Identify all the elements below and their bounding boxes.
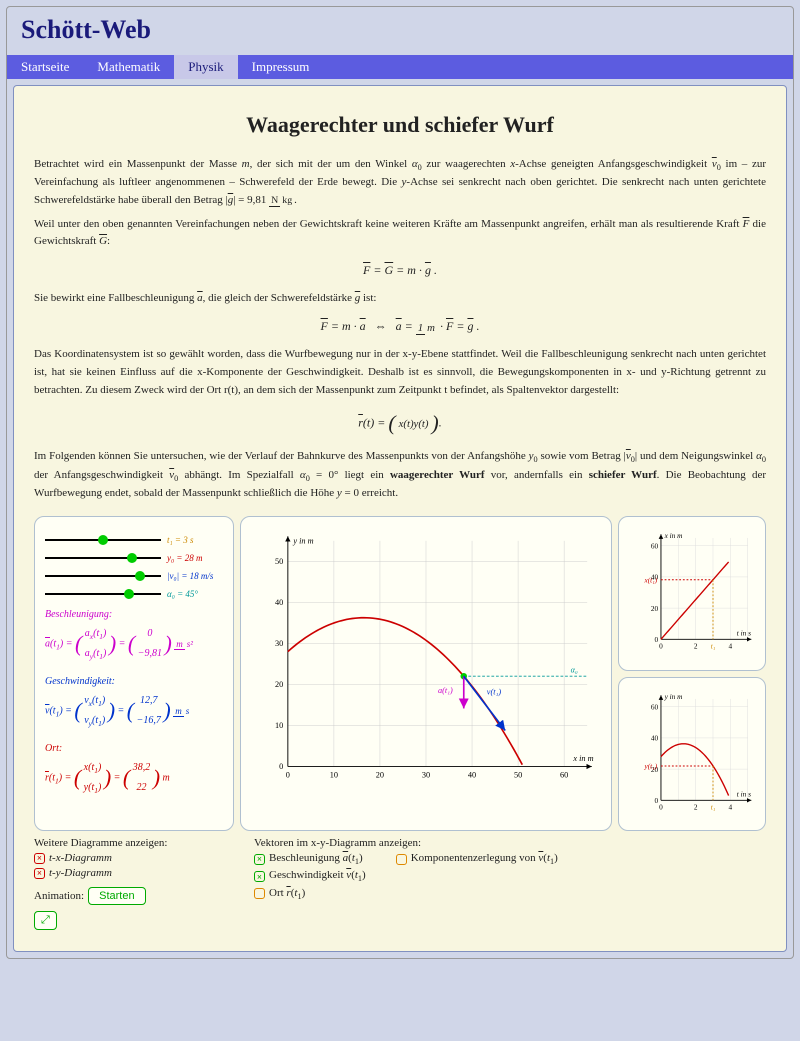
vel-label: Geschwindigkeit: — [45, 676, 223, 687]
slider-v0[interactable]: |v₀| = 18 m/s — [45, 571, 223, 581]
svg-text:20: 20 — [651, 604, 659, 613]
accel-eq: a(t1) = ( ax(t1)ay(t1) ) = ( 0−9,81 ) ms… — [45, 622, 223, 666]
para-1: Betrachtet wird ein Massenpunkt der Mass… — [34, 156, 766, 210]
accel-label: Beschleunigung: — [45, 609, 223, 620]
app-window: Schött-Web Startseite Mathematik Physik … — [6, 6, 794, 959]
control-panel: t₁ = 3 s y₀ = 28 m |v₀| = 18 m/s α₀ = 45… — [34, 516, 234, 831]
xt-chart: 0240204060t in sx in mx(t₁)t₁ — [629, 527, 755, 659]
eq-2: F = m · a ⇔ a = 1m · F = g . — [34, 319, 766, 334]
svg-text:0: 0 — [655, 636, 659, 645]
cb-accel[interactable] — [254, 854, 265, 865]
pos-label: Ort: — [45, 743, 223, 754]
svg-text:20: 20 — [376, 771, 384, 780]
svg-text:y(t₁): y(t₁) — [644, 762, 658, 771]
fullscreen-button[interactable]: ⤢ — [34, 911, 57, 930]
svg-text:30: 30 — [275, 640, 283, 649]
svg-text:0: 0 — [659, 802, 663, 811]
svg-text:v(t₁): v(t₁) — [487, 688, 502, 697]
svg-text:60: 60 — [560, 771, 568, 780]
nav-physik[interactable]: Physik — [174, 55, 237, 79]
right-column: 0240204060t in sx in mx(t₁)t₁ 0240204060… — [618, 516, 766, 831]
svg-text:40: 40 — [275, 599, 283, 608]
para-3: Sie bewirkt eine Fallbeschleunigung a, d… — [34, 290, 766, 308]
svg-text:2: 2 — [694, 802, 698, 811]
slider-y0[interactable]: y₀ = 28 m — [45, 553, 223, 563]
svg-text:t in s: t in s — [737, 790, 751, 799]
eq-1: F = G = m · g . — [34, 263, 766, 278]
svg-text:40: 40 — [468, 771, 476, 780]
nav-mathematik[interactable]: Mathematik — [83, 55, 174, 79]
header: Schött-Web — [7, 7, 793, 55]
svg-text:4: 4 — [729, 802, 733, 811]
svg-text:10: 10 — [275, 722, 283, 731]
content: Waagerechter und schiefer Wurf Betrachte… — [13, 85, 787, 952]
svg-text:0: 0 — [279, 763, 283, 772]
svg-text:60: 60 — [651, 702, 659, 711]
start-button[interactable]: Starten — [88, 887, 145, 905]
cb-tx-diagram[interactable] — [34, 853, 45, 864]
yt-chart: 0240204060t in sy in my(t₁)t₁ — [629, 688, 755, 820]
svg-text:x in m: x in m — [664, 531, 683, 540]
para-2: Weil unter den oben genannten Vereinfach… — [34, 216, 766, 251]
nav-impressum[interactable]: Impressum — [238, 55, 324, 79]
page-title: Waagerechter und schiefer Wurf — [34, 112, 766, 138]
svg-text:2: 2 — [694, 642, 698, 651]
svg-text:0: 0 — [286, 771, 290, 780]
sim-area: t₁ = 3 s y₀ = 28 m |v₀| = 18 m/s α₀ = 45… — [34, 516, 766, 831]
para-5: Im Folgenden können Sie untersuchen, wie… — [34, 448, 766, 502]
svg-text:10: 10 — [330, 771, 338, 780]
vel-eq: v(t1) = ( vx(t1)vy(t1) ) = ( 12,7−16,7 )… — [45, 689, 223, 733]
cb-ty-diagram[interactable] — [34, 868, 45, 879]
svg-text:t₁: t₁ — [711, 802, 716, 811]
yt-chart-panel: 0240204060t in sy in my(t₁)t₁ — [618, 677, 766, 831]
svg-text:x(t₁): x(t₁) — [644, 576, 658, 585]
svg-text:60: 60 — [651, 542, 659, 551]
site-title: Schött-Web — [21, 15, 779, 45]
eq-3: r(t) = ( x(t)y(t) ). — [34, 411, 766, 436]
xy-chart: 0 10 20 30 40 50 60 0 10 20 30 40 50 x in m y in m α₀ a(… — [251, 527, 601, 794]
right-cb-heading: Vektoren im x-y-Diagramm anzeigen: — [254, 837, 558, 849]
svg-text:20: 20 — [275, 681, 283, 690]
slider-a0[interactable]: α₀ = 45° — [45, 589, 223, 599]
xt-chart-panel: 0240204060t in sx in mx(t₁)t₁ — [618, 516, 766, 670]
cb-ort[interactable] — [254, 888, 265, 899]
para-4: Das Koordinatensystem ist so gewählt wor… — [34, 346, 766, 399]
nav-bar: Startseite Mathematik Physik Impressum — [7, 55, 793, 79]
svg-text:0: 0 — [659, 642, 663, 651]
cb-komp[interactable] — [396, 854, 407, 865]
cb-vel[interactable] — [254, 871, 265, 882]
svg-text:y in m: y in m — [664, 692, 683, 701]
controls-row: Weitere Diagramme anzeigen: t-x-Diagramm… — [34, 837, 766, 933]
slider-t1[interactable]: t₁ = 3 s — [45, 535, 223, 545]
svg-text:x in m: x in m — [572, 754, 593, 763]
svg-text:0: 0 — [655, 796, 659, 805]
svg-text:a(t₁): a(t₁) — [438, 686, 453, 695]
svg-text:30: 30 — [422, 771, 430, 780]
svg-text:t₁: t₁ — [711, 642, 716, 651]
svg-text:y in m: y in m — [292, 537, 313, 546]
left-cb-heading: Weitere Diagramme anzeigen: — [34, 837, 234, 849]
svg-text:50: 50 — [275, 558, 283, 567]
nav-startseite[interactable]: Startseite — [7, 55, 83, 79]
svg-text:40: 40 — [651, 734, 659, 743]
pos-eq: r(t1) = ( x(t1)y(t1) ) = ( 38,222 ) m — [45, 756, 223, 800]
svg-text:50: 50 — [514, 771, 522, 780]
svg-text:α₀: α₀ — [571, 666, 578, 675]
svg-text:t in s: t in s — [737, 629, 751, 638]
svg-text:4: 4 — [729, 642, 733, 651]
main-chart-panel: 0 10 20 30 40 50 60 0 10 20 30 40 50 x in m y in m α₀ a(… — [240, 516, 612, 831]
